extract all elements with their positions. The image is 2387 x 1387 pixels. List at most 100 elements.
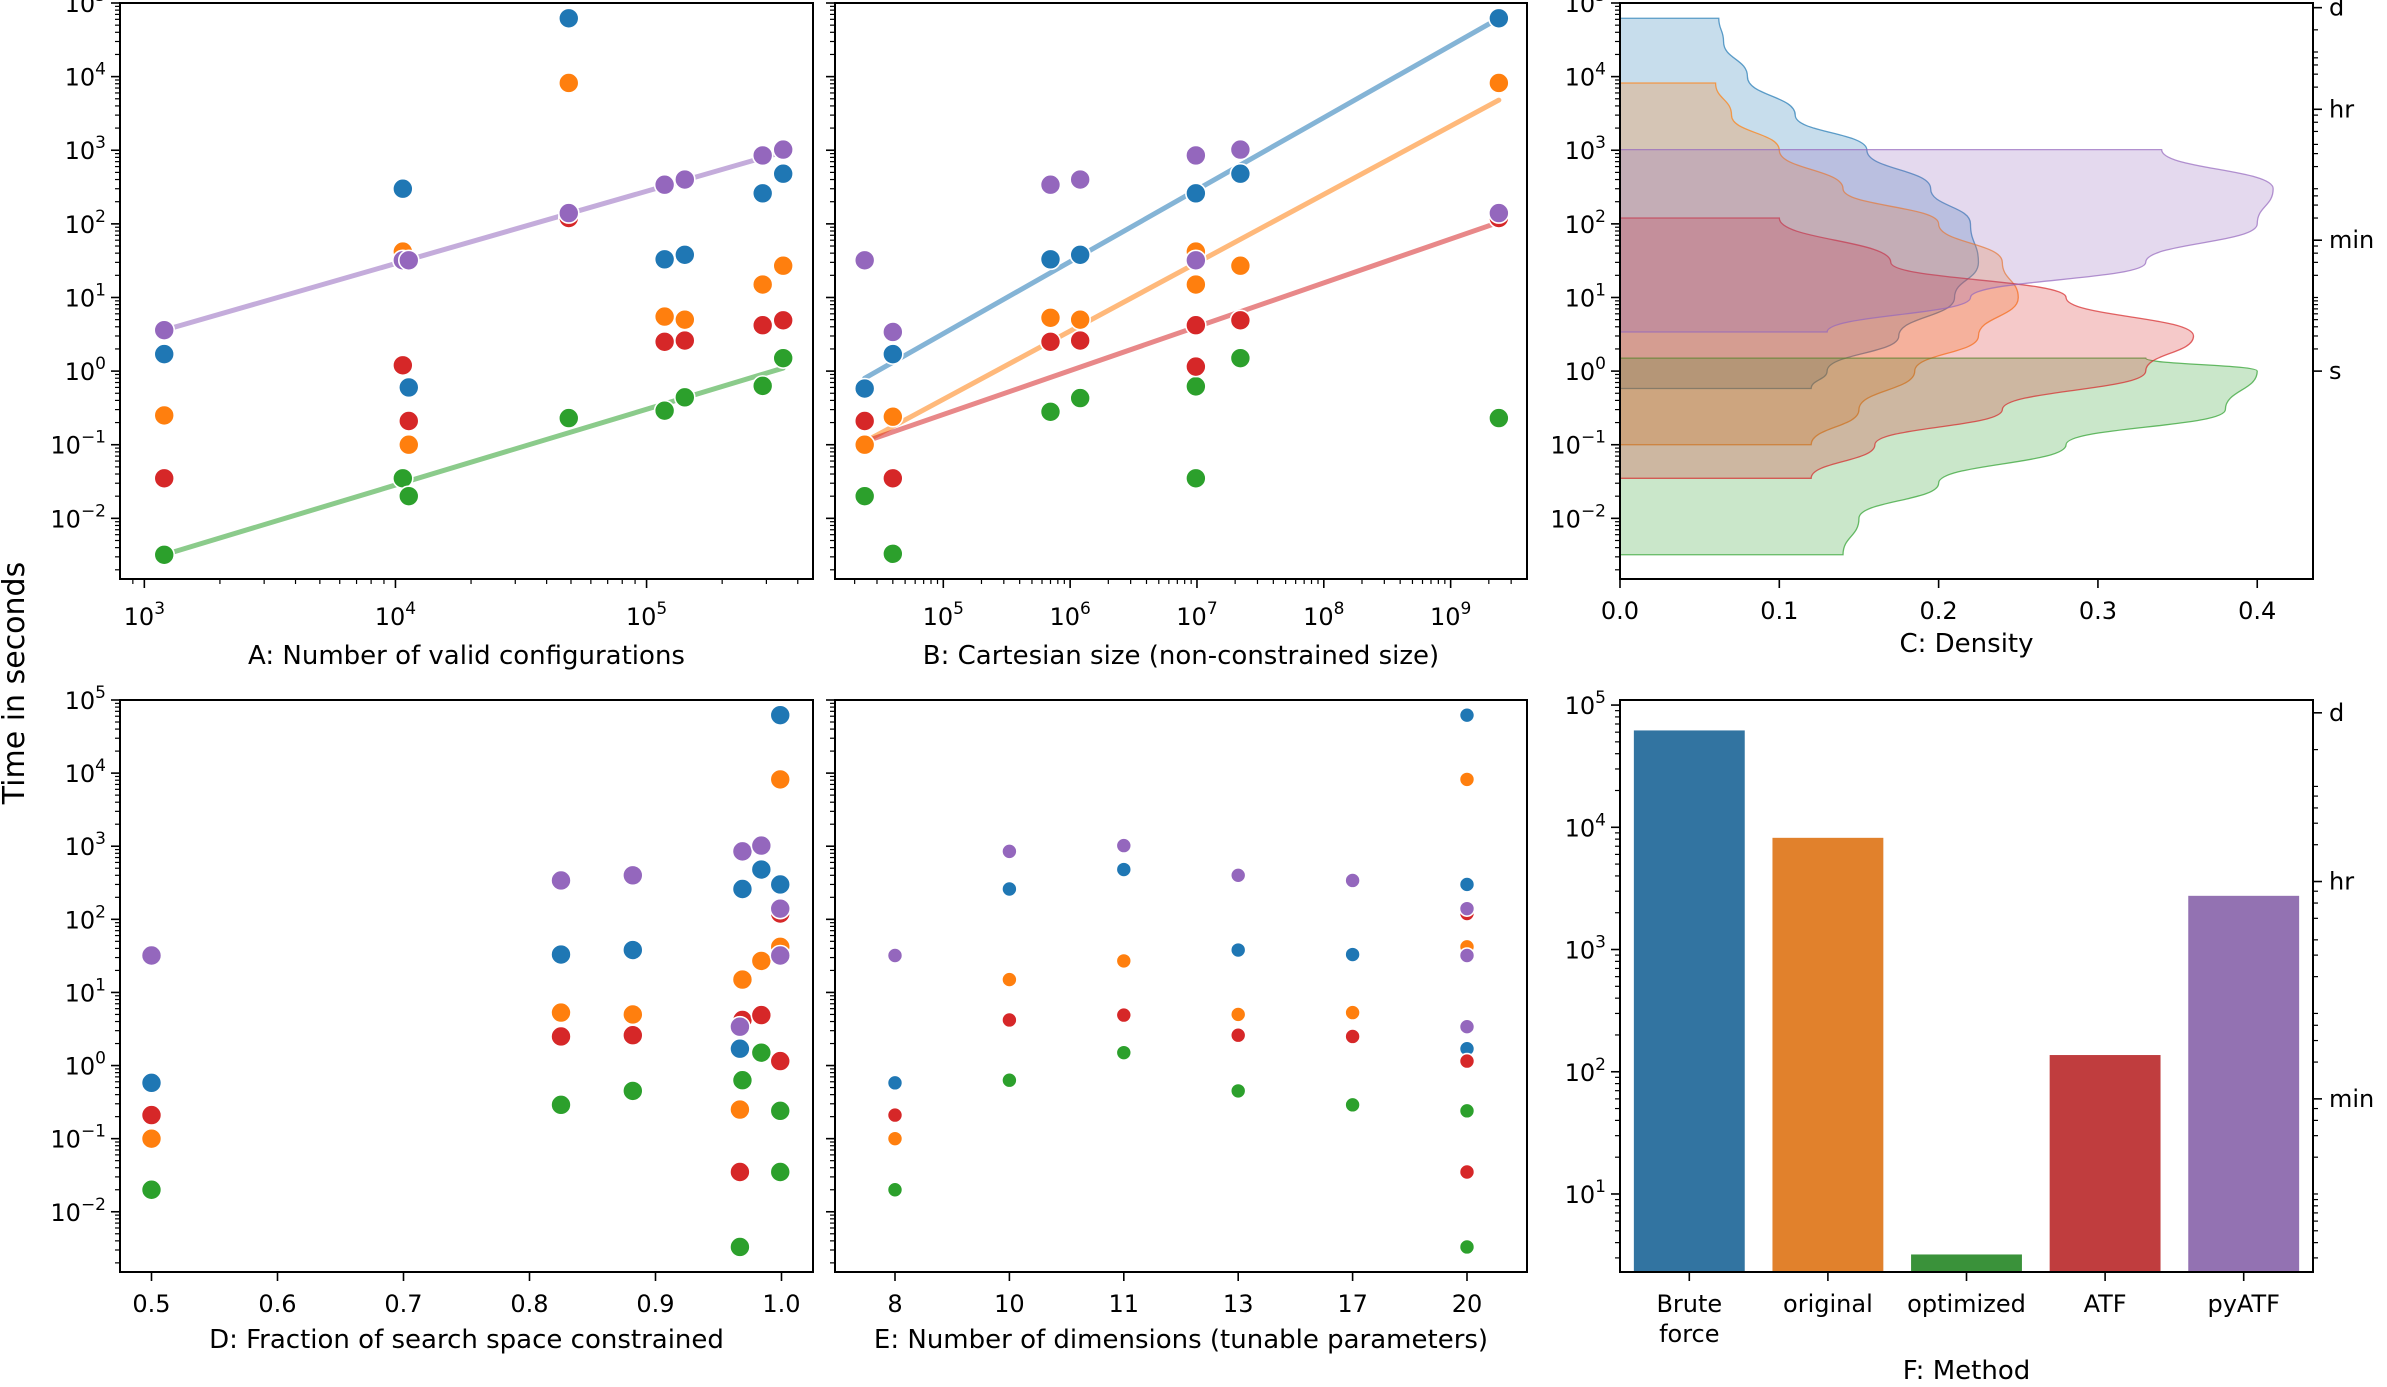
point-optimized: [1229, 1082, 1247, 1100]
point-atf: [1069, 329, 1091, 352]
point-optimized: [674, 386, 696, 409]
fit-line-original: [862, 97, 1502, 445]
y-tick-label: 100: [65, 354, 106, 386]
y-tick-label: 100: [65, 1049, 106, 1081]
point-pyatf: [1069, 168, 1091, 191]
density-area-optimized: [1619, 357, 2258, 556]
point-brute-force: [674, 243, 696, 266]
point-pyatf: [772, 138, 794, 161]
point-original: [729, 1098, 751, 1121]
point-brute-force: [853, 377, 876, 400]
point-pyatf: [153, 319, 176, 341]
panel-a-valid-configurations: 10−2 10−1 100 101 102 103 104 105 103 104 105 A: Nu…: [50, 0, 814, 671]
x-tick-label: 17: [1337, 1290, 1368, 1318]
bar-atf: [2049, 1055, 2161, 1272]
point-original: [750, 950, 773, 972]
y-tick-label: 10−2: [50, 501, 106, 533]
y-tick-label: 104: [1565, 60, 1606, 92]
point-pyatf: [1039, 173, 1062, 196]
point-pyatf: [1115, 837, 1133, 854]
point-brute-force: [1229, 941, 1247, 959]
point-pyatf: [1344, 872, 1361, 889]
point-optimized: [769, 1161, 792, 1183]
point-brute-force: [1458, 706, 1476, 724]
point-pyatf: [550, 869, 572, 892]
point-brute-force: [769, 873, 792, 896]
point-atf: [886, 1106, 904, 1124]
point-brute-force: [1039, 248, 1062, 271]
y-tick-label: 10−1: [50, 1122, 106, 1154]
x-tick-label: 109: [1430, 599, 1471, 631]
point-pyatf: [769, 897, 792, 920]
point-brute-force: [1115, 861, 1133, 878]
point-original: [751, 273, 774, 296]
y-tick-label: 102: [65, 207, 106, 239]
y-tick-label: 101: [1565, 280, 1606, 312]
point-atf: [392, 354, 414, 377]
x-tick-label-atf: ATF: [2084, 1290, 2127, 1318]
x-axis-label: C: Density: [1899, 629, 2033, 659]
x-tick-label-pyatf: pyATF: [2207, 1290, 2279, 1318]
point-brute-force: [1344, 946, 1361, 963]
point-atf: [882, 467, 904, 490]
point-atf: [1229, 309, 1252, 332]
y-tick-label: 10−2: [50, 1195, 106, 1227]
point-original: [557, 72, 580, 94]
point-pyatf: [622, 864, 644, 887]
point-original: [550, 1001, 572, 1024]
point-optimized: [750, 1041, 773, 1064]
fit-line-brute-force: [862, 15, 1502, 381]
right-tick-label-min: min: [2329, 226, 2374, 254]
point-brute-force: [750, 858, 773, 881]
y-tick-label: 105: [65, 683, 106, 715]
y-tick-label: 102: [1565, 1055, 1606, 1087]
x-tick-label: 11: [1109, 1290, 1140, 1318]
point-original: [1039, 306, 1062, 329]
y-tick-label: 103: [1565, 133, 1606, 165]
point-optimized: [1185, 467, 1207, 490]
point-atf: [1185, 355, 1207, 378]
point-atf: [750, 1004, 773, 1026]
bar-original: [1772, 837, 1884, 1272]
point-original: [1069, 308, 1091, 331]
point-optimized: [653, 399, 676, 422]
point-optimized: [853, 485, 876, 507]
point-atf: [769, 1050, 792, 1072]
point-optimized: [731, 1069, 754, 1092]
shared-y-axis-label: Time in seconds: [0, 562, 32, 805]
x-tick-label-brute-force: Brute: [1656, 1290, 1722, 1318]
y-tick-label: 10−1: [1550, 428, 1606, 460]
point-optimized: [1069, 387, 1091, 409]
point-pyatf: [674, 168, 696, 191]
right-tick-label-s: s: [2329, 357, 2342, 385]
point-atf: [140, 1104, 163, 1126]
point-pyatf: [1458, 947, 1476, 964]
point-pyatf: [882, 321, 904, 343]
point-brute-force: [1001, 880, 1018, 898]
point-original: [772, 254, 794, 277]
x-tick-label: 0.9: [636, 1290, 674, 1318]
point-pyatf: [1001, 843, 1018, 860]
point-original: [1344, 1004, 1361, 1021]
y-tick-label: 104: [1565, 810, 1606, 842]
point-brute-force: [140, 1072, 163, 1094]
point-brute-force: [550, 943, 572, 966]
point-pyatf: [1488, 202, 1510, 224]
point-optimized: [1458, 1102, 1476, 1120]
right-tick-label-d: d: [2329, 699, 2344, 727]
point-pyatf: [1458, 900, 1476, 917]
point-optimized: [1344, 1096, 1361, 1114]
point-brute-force: [751, 182, 774, 205]
panel-d-fraction-constrained: 10−2 10−1 100 101 102 103 104 105 0.5 0.6 0.7 0.8 0.…: [50, 683, 814, 1355]
x-tick-label: 0.7: [384, 1290, 422, 1318]
x-tick-label: 106: [1049, 599, 1090, 631]
point-optimized: [729, 1236, 751, 1258]
density-area-brute-force: [1619, 17, 1980, 390]
x-tick-label: 8: [887, 1290, 902, 1318]
point-original: [153, 404, 176, 427]
y-tick-label: 104: [65, 756, 106, 788]
x-axis-label: E: Number of dimensions (tunable paramet…: [874, 1325, 1488, 1355]
y-tick-label: 101: [65, 280, 106, 312]
x-tick-label: 13: [1223, 1290, 1254, 1318]
